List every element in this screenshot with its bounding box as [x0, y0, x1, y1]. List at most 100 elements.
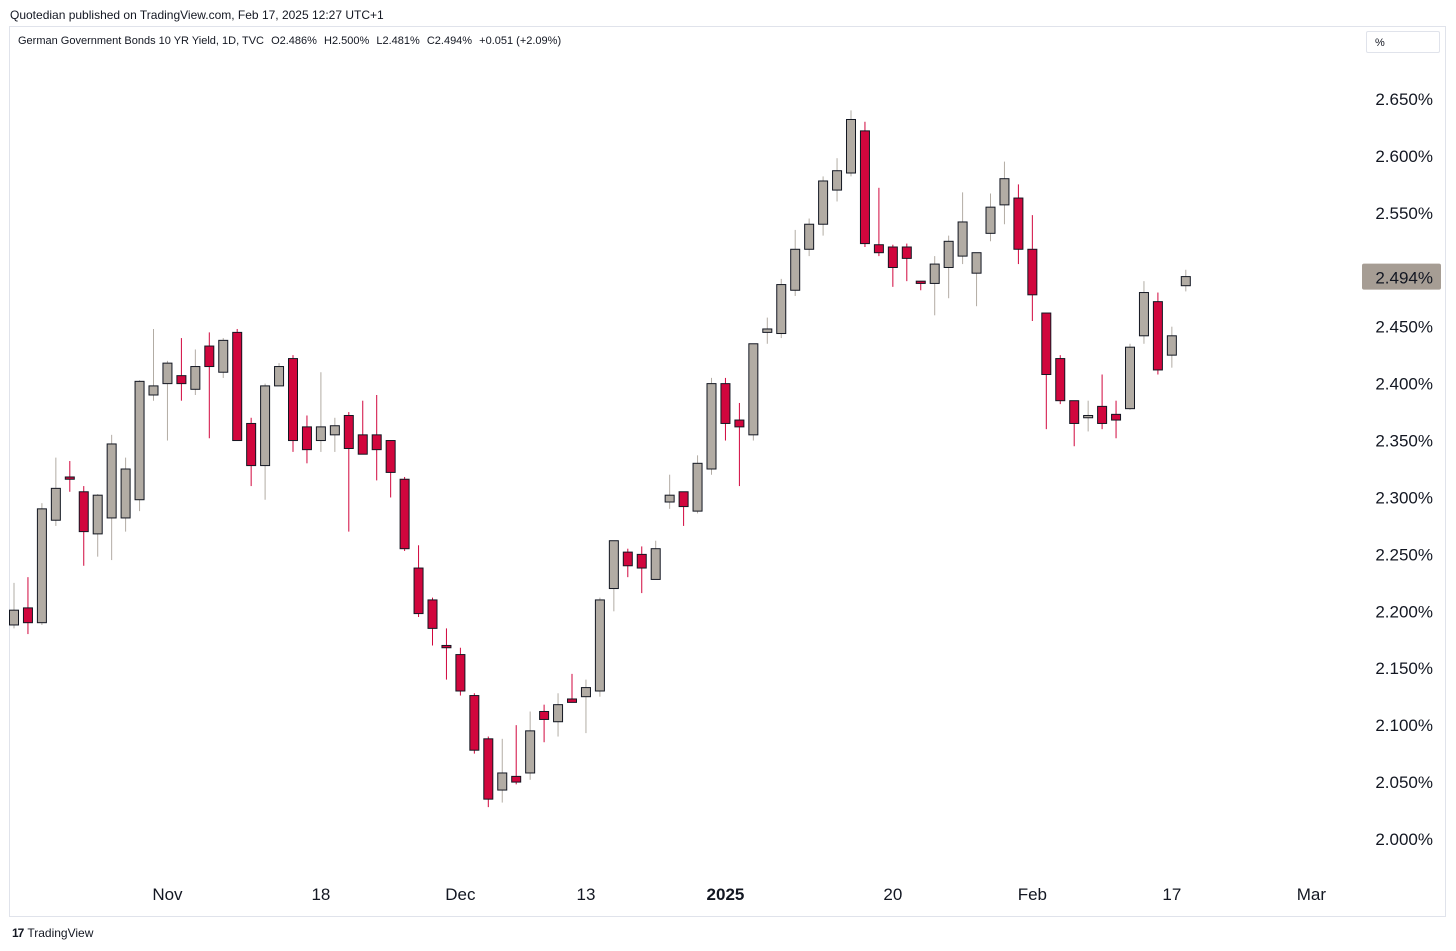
candle	[9, 582, 19, 629]
candle	[832, 158, 843, 202]
candle-body	[22, 607, 33, 624]
candle	[441, 628, 452, 680]
candle	[1097, 374, 1108, 430]
candle-body	[50, 487, 61, 521]
candle-body	[594, 599, 605, 692]
candle	[511, 725, 522, 785]
candle-body	[1138, 292, 1149, 337]
candle-body	[664, 494, 675, 503]
candle-body	[455, 654, 466, 692]
candle-body	[511, 775, 522, 783]
candle	[539, 704, 550, 743]
last-price-marker: 2.494%	[1362, 263, 1441, 290]
candle	[343, 412, 354, 532]
candle	[1125, 343, 1135, 410]
candle	[1111, 400, 1122, 439]
candle-body	[1152, 301, 1163, 371]
candle-body	[720, 383, 731, 424]
candle	[790, 229, 801, 296]
candle-body	[804, 223, 815, 250]
candle-body	[1097, 405, 1108, 424]
footer-brand-name: TradingView	[27, 926, 94, 940]
candle	[901, 243, 912, 282]
candle	[78, 486, 89, 566]
candle	[678, 491, 689, 526]
candle-body	[483, 738, 494, 800]
candle	[1166, 326, 1177, 368]
candle-body	[260, 385, 271, 467]
candle	[329, 417, 340, 452]
candle-body	[650, 548, 661, 580]
candle-body	[678, 491, 689, 508]
candle-body	[846, 118, 856, 174]
candle	[232, 328, 243, 442]
candle	[915, 280, 926, 291]
y-axis[interactable]: 2.650% 2.600% 2.550% 2.450% 2.400% 2.350% 2.30…	[1375, 90, 1433, 849]
candle-body	[887, 246, 898, 268]
candle	[985, 193, 996, 242]
candle	[818, 176, 829, 236]
x-axis[interactable]: Nov 18 Dec 13 2025 20 Feb 17 Mar	[152, 885, 1326, 904]
candle	[36, 503, 47, 625]
candle-body	[385, 440, 396, 473]
candle-body	[580, 687, 591, 698]
candle-body	[329, 425, 340, 436]
candle	[622, 548, 633, 578]
candle-body	[957, 221, 968, 257]
candle	[455, 647, 466, 696]
candle	[497, 738, 508, 803]
chart-frame	[9, 26, 1446, 917]
x-tick-label: 17	[1162, 885, 1181, 904]
candle-body	[64, 476, 75, 480]
candle	[260, 383, 271, 500]
candle	[357, 400, 368, 455]
candle-body	[218, 339, 229, 373]
x-tick-label: Mar	[1297, 885, 1327, 904]
candle-body	[288, 358, 298, 442]
candle	[315, 372, 326, 452]
candle-body	[190, 366, 201, 390]
candle-body	[915, 280, 926, 284]
candle	[371, 395, 382, 481]
last-price-label: 2.494%	[1375, 269, 1433, 288]
candle-body	[901, 246, 912, 259]
candle	[288, 355, 298, 452]
candle-body	[539, 710, 550, 720]
candle-body	[1013, 197, 1024, 250]
candle	[246, 417, 257, 487]
candle-body	[1166, 335, 1177, 356]
candle-body	[399, 478, 410, 550]
price-scale-unit-selector[interactable]: %	[1366, 31, 1440, 53]
candle-body	[1027, 248, 1038, 296]
open-value: O2.486%	[271, 35, 317, 47]
candle	[748, 343, 759, 441]
candle-body	[9, 609, 19, 626]
candle-body	[567, 698, 577, 703]
candle	[887, 244, 898, 287]
candle	[608, 540, 619, 612]
published-caption: Quotedian published on TradingView.com, …	[10, 8, 384, 22]
candle-body	[427, 599, 438, 629]
y-tick-label: 2.300%	[1375, 488, 1433, 507]
y-tick-label: 2.450%	[1375, 318, 1433, 337]
high-value: H2.500%	[324, 35, 370, 47]
candle-body	[92, 494, 103, 535]
candle-body	[1041, 312, 1052, 376]
candle-body	[120, 468, 131, 519]
candle-body	[274, 366, 285, 387]
candle	[204, 332, 215, 439]
candles-layer	[9, 110, 1191, 808]
candle	[999, 161, 1010, 225]
candle	[92, 494, 103, 557]
candle-body	[357, 434, 368, 455]
candle-body	[818, 180, 829, 225]
candle-body	[162, 362, 173, 385]
candle	[776, 278, 787, 339]
candle-body	[106, 443, 117, 519]
candle	[218, 338, 229, 378]
candle	[706, 377, 717, 475]
x-tick-label: Dec	[445, 885, 476, 904]
candle-body	[622, 551, 633, 567]
candle-body	[762, 328, 773, 333]
